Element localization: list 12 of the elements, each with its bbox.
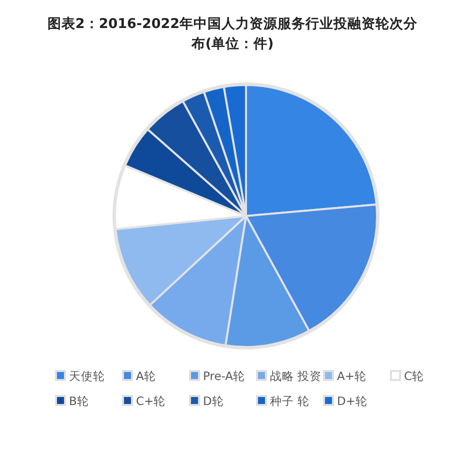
chart-title: 图表2：2016-2022年中国人力资源服务行业投融资轮次分布(单位：件) xyxy=(47,16,419,52)
legend-label: A+轮 xyxy=(337,369,367,383)
legend-label: 战略 投资 xyxy=(270,369,322,383)
legend-label: 种子 轮 xyxy=(270,394,310,408)
legend-label: C轮 xyxy=(404,369,424,383)
legend-label: Pre-A轮 xyxy=(203,369,246,383)
legend-label: B轮 xyxy=(69,394,89,408)
legend-label: D轮 xyxy=(203,394,224,408)
legend-label: D+轮 xyxy=(337,394,368,408)
legend-label: 天使轮 xyxy=(69,369,105,383)
legend-label: C+轮 xyxy=(136,394,166,408)
legend-label: A轮 xyxy=(136,369,156,383)
